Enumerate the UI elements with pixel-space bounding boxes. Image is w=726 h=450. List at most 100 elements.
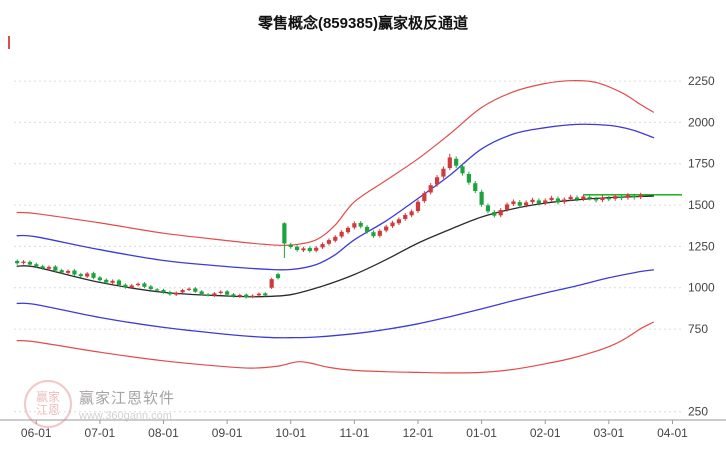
- candle-up: [384, 226, 389, 231]
- candle-up: [212, 293, 217, 296]
- candle-down: [123, 284, 128, 288]
- candle-up: [174, 292, 179, 295]
- candle-down: [231, 294, 236, 297]
- candle-down: [78, 274, 83, 277]
- candle-up: [409, 211, 414, 216]
- candle-up: [390, 222, 395, 227]
- red-corner-tick: [8, 36, 10, 49]
- x-axis-label: 08-01: [148, 426, 179, 440]
- candle-down: [34, 264, 39, 267]
- candle-up: [549, 197, 554, 201]
- candle-up: [434, 177, 440, 185]
- candle-up: [447, 157, 452, 169]
- candle-up: [581, 196, 586, 200]
- candle-up: [85, 273, 90, 277]
- candle-down: [275, 274, 281, 279]
- band-upper-rail-blue: [16, 123, 655, 271]
- candle-down: [454, 158, 459, 166]
- candle-up: [135, 283, 141, 286]
- candle-down: [193, 288, 198, 292]
- x-axis-label: 01-01: [466, 426, 497, 440]
- chart-title: 零售概念(859385)赢家极反通道: [257, 15, 469, 32]
- candle-up: [396, 219, 401, 224]
- x-axis-label: 04-01: [657, 426, 688, 440]
- candle-down: [606, 198, 611, 200]
- candle-up: [256, 293, 262, 296]
- candle-down: [288, 244, 293, 248]
- candle-up: [250, 295, 255, 297]
- y-axis-label: 1000: [688, 281, 715, 295]
- x-axis-label: 11-01: [339, 426, 369, 440]
- candle-down: [205, 294, 211, 296]
- candle-up: [511, 201, 516, 205]
- candle-up: [269, 279, 274, 288]
- candle-up: [543, 200, 548, 204]
- candle-down: [587, 197, 592, 199]
- x-axis-label: 10-01: [275, 426, 306, 440]
- candle-down: [594, 199, 599, 201]
- candle-down: [161, 290, 166, 293]
- x-axis-label: 02-01: [530, 426, 561, 440]
- candle-up: [568, 196, 573, 200]
- candle-down: [53, 266, 58, 271]
- candle-up: [339, 231, 344, 237]
- x-axis-label: 12-01: [403, 426, 434, 440]
- candle-up: [530, 199, 535, 203]
- candle-up: [403, 214, 408, 219]
- candle-up: [237, 295, 242, 297]
- x-axis-label: 03-01: [593, 426, 624, 440]
- candle-up: [129, 285, 134, 288]
- watermark-text: 赢家江恩软件 www.360gann.com: [79, 387, 175, 422]
- candle-down: [244, 294, 249, 298]
- candle-down: [473, 183, 478, 192]
- candle-down: [59, 270, 64, 273]
- candle-down: [479, 191, 484, 205]
- candle-down: [536, 200, 541, 204]
- candle-up: [498, 210, 503, 216]
- candle-down: [364, 226, 370, 232]
- candle-down: [27, 261, 33, 265]
- band-upper-rail-red: [16, 80, 654, 246]
- candle-down: [91, 273, 96, 278]
- candle-down: [371, 232, 376, 237]
- candle-up: [625, 195, 631, 198]
- candle-up: [377, 230, 382, 236]
- y-axis-label: 2250: [688, 74, 715, 88]
- candle-down: [72, 270, 77, 275]
- candle-up: [180, 290, 185, 293]
- candle-down: [555, 198, 561, 203]
- candle-up: [314, 247, 319, 251]
- y-axis-label: 250: [688, 405, 708, 419]
- candle-up: [326, 240, 332, 244]
- band-lower-rail-blue: [16, 269, 655, 339]
- candle-up: [504, 204, 510, 210]
- candle-up: [441, 168, 446, 177]
- candle-up: [600, 197, 605, 201]
- y-axis-label: 750: [688, 322, 708, 336]
- y-axis-label: 1500: [688, 198, 715, 212]
- x-axis-label: 09-01: [212, 426, 243, 440]
- watermark-url: www.360gann.com: [79, 409, 172, 422]
- candle-up: [21, 261, 26, 263]
- band-lower-rail-red: [16, 321, 654, 374]
- candle-up: [333, 236, 338, 241]
- candle-up: [524, 202, 529, 206]
- candle-down: [466, 173, 471, 183]
- candle-down: [619, 196, 624, 199]
- candle-down: [15, 260, 20, 264]
- candle-up: [110, 280, 115, 283]
- candle-up: [352, 223, 357, 228]
- candle-up: [422, 193, 427, 202]
- candle-up: [46, 266, 52, 269]
- candle-down: [225, 291, 230, 295]
- x-axis-label: 07-01: [85, 426, 116, 440]
- candle-down: [167, 292, 172, 295]
- candle-down: [116, 280, 122, 286]
- candle-up: [345, 227, 351, 233]
- watermark-brand: 赢家江恩软件: [79, 389, 176, 407]
- watermark-seal-icon: 赢家 江恩: [24, 380, 72, 428]
- candle-up: [415, 201, 421, 212]
- candle-down: [263, 293, 268, 296]
